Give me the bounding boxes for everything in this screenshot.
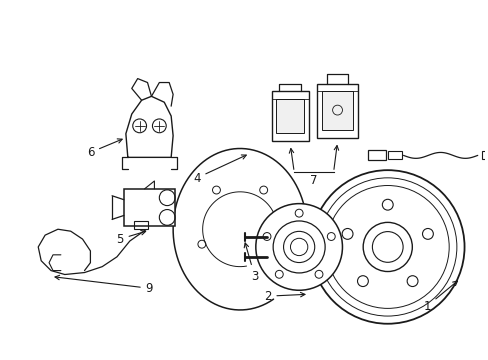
Text: 2: 2 bbox=[264, 290, 305, 303]
Bar bbox=[276, 99, 304, 133]
Bar bbox=[316, 84, 358, 138]
Text: 3: 3 bbox=[244, 243, 258, 283]
Circle shape bbox=[310, 170, 464, 324]
Bar bbox=[123, 189, 175, 226]
Text: 4: 4 bbox=[193, 155, 246, 185]
Text: 6: 6 bbox=[86, 139, 122, 159]
Polygon shape bbox=[125, 96, 173, 157]
Bar bbox=[321, 91, 352, 130]
Bar bbox=[133, 221, 147, 229]
Circle shape bbox=[255, 204, 342, 290]
Bar bbox=[367, 150, 385, 160]
Bar bbox=[387, 152, 401, 159]
Text: 1: 1 bbox=[423, 281, 457, 312]
Text: 9: 9 bbox=[55, 275, 153, 295]
Bar bbox=[271, 91, 308, 141]
Bar bbox=[123, 189, 175, 226]
Text: 8: 8 bbox=[0, 359, 1, 360]
Text: 7: 7 bbox=[309, 174, 317, 186]
Text: 5: 5 bbox=[116, 230, 145, 246]
Bar bbox=[481, 152, 488, 159]
